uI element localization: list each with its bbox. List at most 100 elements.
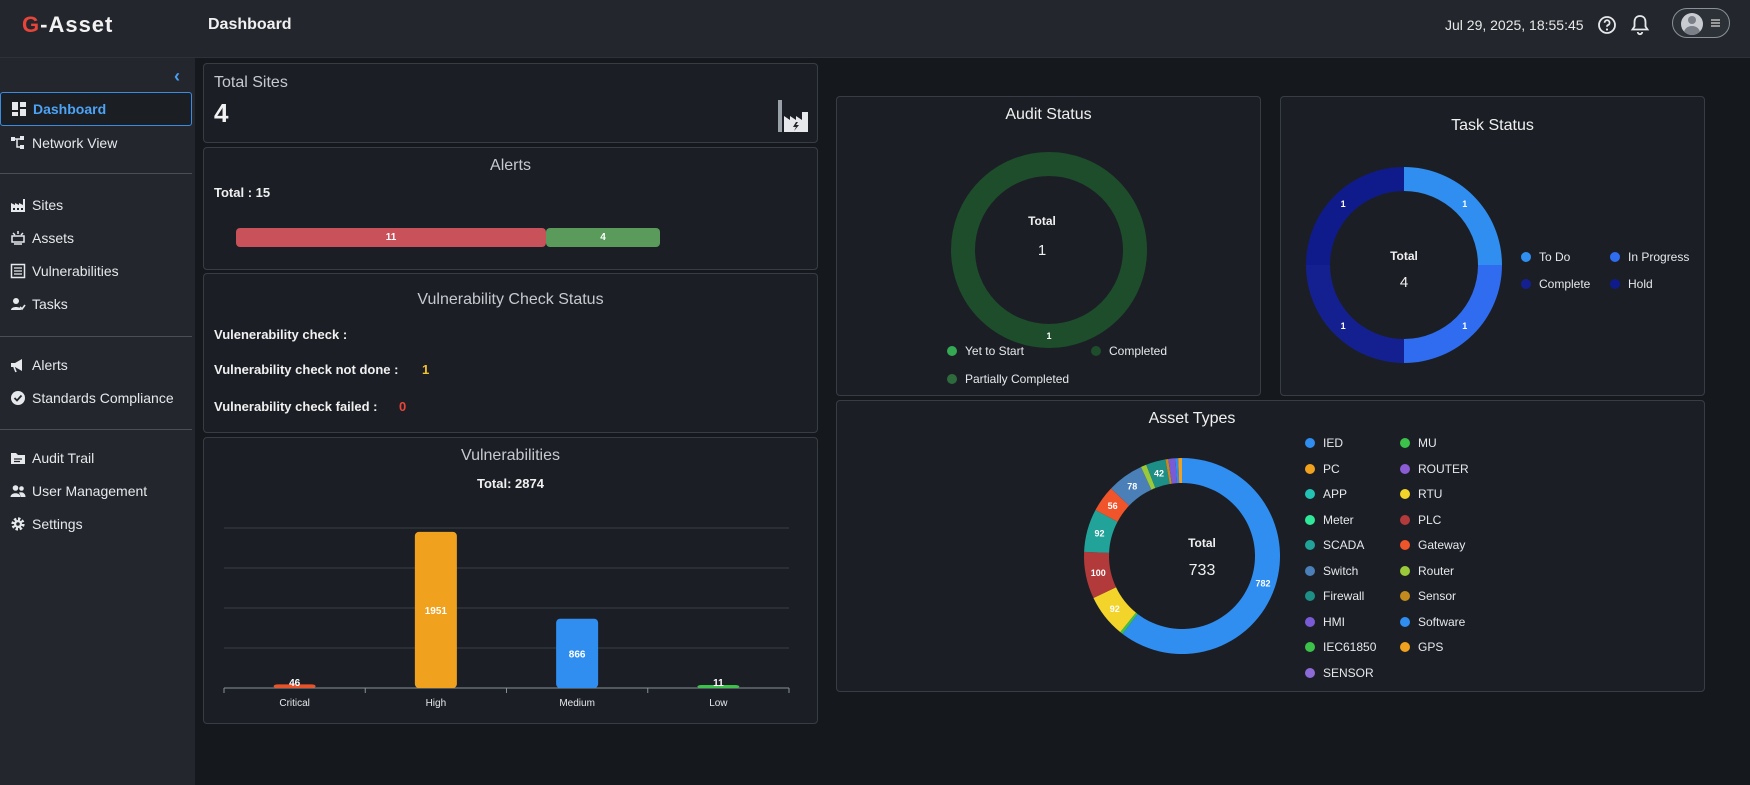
donut-slice-plc[interactable] [1084,551,1117,598]
bar-medium[interactable] [556,618,599,688]
page-title: Dashboard [208,16,292,33]
avatar [1681,13,1703,35]
alerts-segment-label: 4 [600,232,606,243]
legend-label: Sensor [1418,589,1457,603]
donut-slice-hmi[interactable] [1168,458,1178,484]
user-menu-button[interactable] [1672,8,1730,38]
legend-label: Complete [1539,277,1591,291]
sidebar-item-label: Network View [32,135,118,151]
collapse-sidebar-icon[interactable]: ‹ [174,66,180,86]
bar-high[interactable] [414,531,457,688]
sidebar-item-tasks[interactable]: Tasks [0,287,192,321]
legend-label: SENSOR [1323,665,1374,680]
legend-mu[interactable]: MU [1400,436,1437,450]
vulnerabilities-total: Total: 2874 [477,476,544,491]
donut-slice-ied[interactable] [1122,458,1280,654]
donut-slice-firewall[interactable] [1146,459,1170,489]
legend-label: To Do [1539,250,1571,264]
legend-router[interactable]: ROUTER [1400,462,1469,476]
legend-scada[interactable]: SCADA [1305,538,1364,552]
legend-dot [1305,591,1315,601]
donut-slice-sensor[interactable] [1165,458,1172,485]
legend-iec61850[interactable]: IEC61850 [1305,640,1376,654]
legend-rtu[interactable]: RTU [1400,487,1442,501]
donut-slice-gps[interactable] [1178,458,1182,484]
sidebar-item-standards-compliance[interactable]: Standards Compliance [0,381,192,415]
alerts-bar-segment-green[interactable]: 4 [546,228,660,247]
sidebar-item-label: Tasks [32,296,68,312]
alerts-bar-segment-red[interactable]: 11 [236,228,546,247]
sidebar-item-assets[interactable]: Assets [0,221,192,255]
donut-slice-completed[interactable] [951,152,1147,348]
legend-gps[interactable]: GPS [1400,640,1443,654]
donut-slice-software[interactable] [1175,458,1180,484]
legend-hold[interactable]: Hold [1610,277,1653,291]
legend-partially-completed[interactable]: Partially Completed [947,372,1069,386]
sidebar-item-dashboard[interactable]: Dashboard [0,92,192,126]
legend-ied[interactable]: IED [1305,436,1343,450]
legend-plc[interactable]: PLC [1400,513,1441,527]
legend-to-do[interactable]: To Do [1521,250,1570,264]
sidebar-divider [0,429,192,430]
sidebar-item-sites[interactable]: Sites [0,188,192,222]
assets-icon [11,231,25,245]
slice-value-label: 1 [1341,321,1346,331]
legend-dot [1305,616,1315,627]
donut-slice-mu[interactable] [1120,612,1138,634]
donut-slice-switch[interactable] [1111,466,1152,506]
task-center-label: Total [1390,249,1418,263]
users-icon [10,485,26,497]
help-icon[interactable] [1597,15,1617,35]
slice-value-label: 782 [1255,578,1270,588]
legend-dot [1610,279,1620,289]
donut-slice-router[interactable] [1140,464,1156,490]
legend-pc[interactable]: PC [1305,462,1340,476]
sidebar-divider [0,173,192,174]
legend-software[interactable]: Software [1400,615,1465,629]
bar-low[interactable] [697,685,740,688]
legend-label: Completed [1109,344,1168,358]
sidebar-item-audit-trail[interactable]: Audit Trail [0,441,192,475]
legend-firewall[interactable]: Firewall [1305,589,1364,603]
legend-in-progress[interactable]: In Progress [1610,250,1689,264]
asset-center-label: Total [1188,536,1216,550]
asset-types-donut-chart: 782 92 100 92 56 78 42 [1084,458,1280,654]
sidebar-item-network-view[interactable]: Network View [0,126,192,160]
donut-slice-complete[interactable] [1306,265,1404,363]
logo-text: -Asset [40,12,114,37]
asset-types-title: Asset Types [1148,410,1236,427]
app-logo[interactable]: G-Asset [22,12,113,38]
vuln-check-status-card: Vulnerability Check Status Vulenerabilit… [203,273,818,433]
legend-completed[interactable]: Completed [1091,344,1167,358]
legend-dot [1400,489,1410,499]
slice-value-label: 92 [1110,604,1120,614]
donut-slice-rtu[interactable] [1093,587,1137,633]
sidebar-item-settings[interactable]: Settings [0,507,192,541]
legend-meter[interactable]: Meter [1305,513,1354,527]
legend-gateway[interactable]: Gateway [1400,538,1465,552]
sidebar-item-user-management[interactable]: User Management [0,474,192,508]
sidebar-item-vulnerabilities[interactable]: Vulnerabilities [0,254,192,288]
sidebar-item-label: Standards Compliance [32,390,174,406]
legend-app[interactable]: APP [1305,487,1347,501]
audit-status-title: Audit Status [1005,106,1092,123]
donut-slice-gateway[interactable] [1095,488,1130,522]
donut-slice-in-progress[interactable] [1404,265,1502,363]
legend-switch[interactable]: Switch [1305,564,1358,578]
audit-status-card: Audit Status 1 Total 1 Yet to Start Comp… [836,96,1261,396]
donut-slice-to-do[interactable] [1404,167,1502,265]
legend-hmi[interactable]: HMI [1305,615,1345,629]
sidebar-item-alerts[interactable]: Alerts [0,348,192,382]
total-sites-card[interactable]: Total Sites 4 [203,63,818,143]
bell-icon[interactable] [1630,14,1650,36]
donut-slice-hold[interactable] [1306,167,1404,265]
legend-router[interactable]: Router [1400,564,1454,578]
donut-slice-scada[interactable] [1084,509,1118,553]
bar-critical[interactable] [273,684,316,688]
legend-sensor[interactable]: SENSOR [1305,666,1374,680]
asset-center-value: 733 [1188,562,1216,579]
legend-complete[interactable]: Complete [1521,277,1590,291]
legend-yet-to-start[interactable]: Yet to Start [947,344,1024,358]
legend-sensor[interactable]: Sensor [1400,589,1456,603]
bar-value-label: 1951 [425,606,448,617]
